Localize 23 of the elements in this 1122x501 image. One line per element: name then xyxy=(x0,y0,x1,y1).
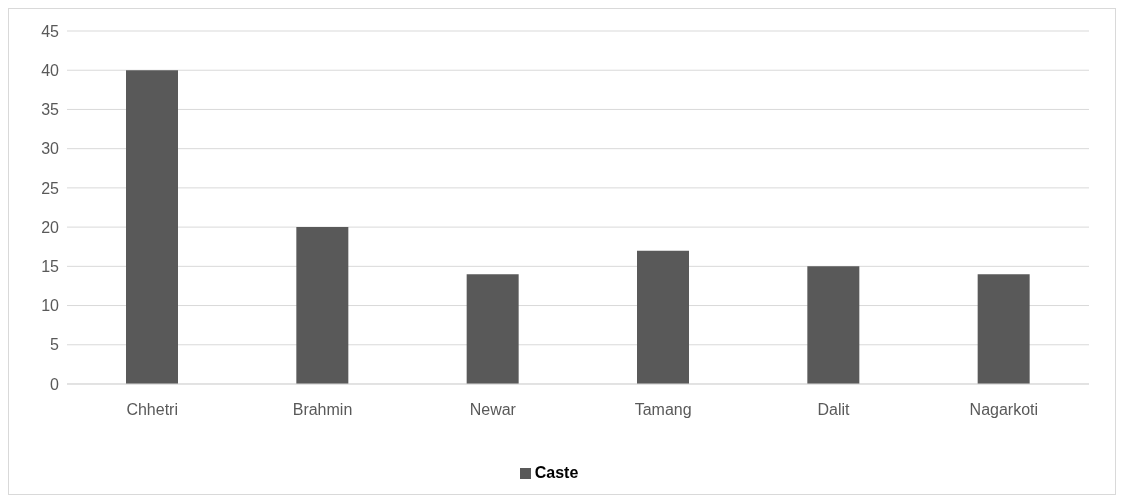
x-tick-label: Tamang xyxy=(634,401,692,419)
y-tick-label: 25 xyxy=(41,179,60,197)
x-tick-label: Brahmin xyxy=(292,401,353,419)
bar xyxy=(807,266,860,384)
y-tick-label: 15 xyxy=(41,258,60,276)
bar xyxy=(637,250,689,384)
bar xyxy=(296,227,349,384)
x-tick-label: Nagarkoti xyxy=(969,401,1039,419)
y-tick-label: 35 xyxy=(41,101,60,119)
y-tick-label: 20 xyxy=(41,218,60,236)
x-tick-label: Chhetri xyxy=(126,401,178,419)
x-tick-label: Newar xyxy=(469,401,517,419)
bar xyxy=(126,70,178,384)
x-tick-label: Dalit xyxy=(817,401,851,419)
y-tick-label: 40 xyxy=(41,61,60,79)
y-tick-label: 30 xyxy=(41,140,60,158)
y-tick-label: 0 xyxy=(50,375,60,393)
y-tick-label: 5 xyxy=(50,336,60,354)
bar xyxy=(466,274,519,384)
legend-label: Caste xyxy=(534,464,579,481)
bar xyxy=(977,274,1030,384)
y-tick-label: 10 xyxy=(41,297,60,315)
y-tick-label: 45 xyxy=(41,22,60,40)
